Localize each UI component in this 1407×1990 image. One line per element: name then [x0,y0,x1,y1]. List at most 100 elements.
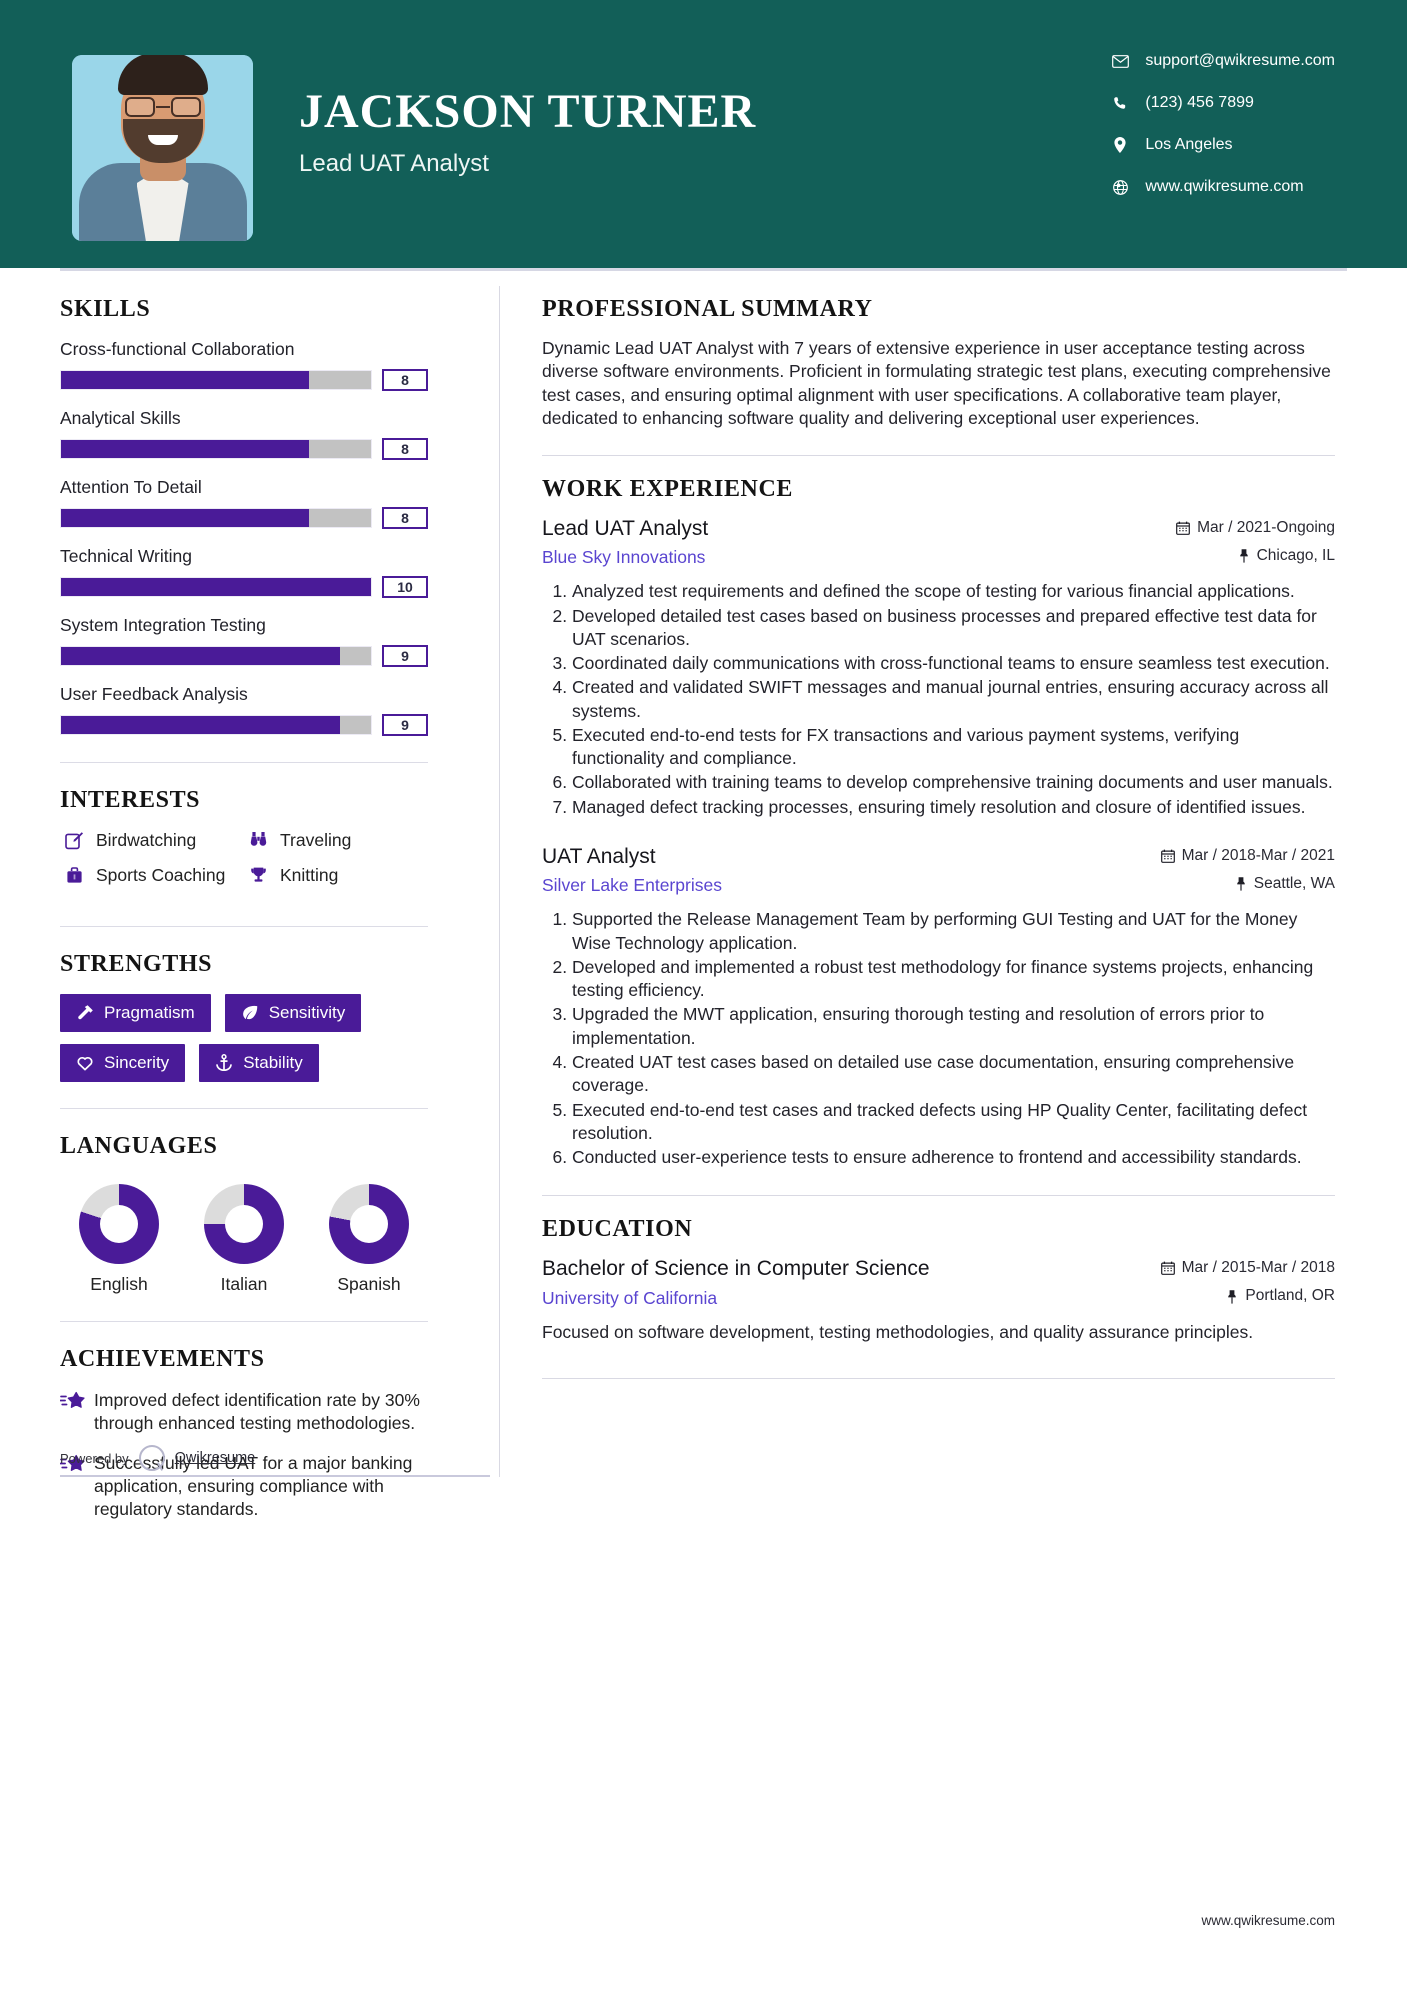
achievement-text: Successfully led UAT for a major banking… [94,1452,413,1520]
section-title-languages: LANGUAGES [60,1133,218,1159]
resume-header: JACKSON TURNER Lead UAT Analyst support@… [0,0,1407,268]
language-label: Spanish [337,1274,401,1294]
job-dates-text: Mar / 2021-Ongoing [1197,518,1335,536]
languages-list: English Italian Spanish [60,1176,428,1295]
heart-icon [76,1054,94,1072]
powered-by-brand[interactable]: Qwikresume [174,1450,256,1467]
divider [542,1195,1335,1197]
contact-email[interactable]: support@qwikresume.com [1107,52,1335,70]
sidebar: SKILLS Cross-functional Collaboration 8 An… [0,268,500,1537]
job-company[interactable]: Silver Lake Enterprises [542,875,722,896]
divider [542,454,1335,456]
binoculars-icon [244,831,272,850]
interest-label: Sports Coaching [96,865,226,885]
job-location: Seattle, WA [1235,875,1335,893]
job-location-text: Chicago, IL [1256,546,1335,564]
contact-phone-text: (123) 456 7899 [1145,94,1254,111]
job-dates: Mar / 2021-Ongoing [1176,519,1335,537]
page-title: JACKSON TURNER [299,85,757,138]
skill-score: 9 [382,714,428,736]
phone-icon [1107,96,1133,111]
language-donut-chart [204,1184,284,1264]
degree-title: Bachelor of Science in Computer Science [542,1257,930,1281]
strength-label: Sensitivity [268,1003,346,1022]
contact-location: Los Angeles [1107,136,1335,154]
main-content: PROFESSIONAL SUMMARY Dynamic Lead UAT An… [500,268,1407,1537]
globe-icon [1107,179,1133,195]
section-title-summary: PROFESSIONAL SUMMARY [542,296,873,322]
job-dates: Mar / 2018-Mar / 2021 [1160,847,1335,865]
education-dates-text: Mar / 2015-Mar / 2018 [1181,1259,1335,1277]
strength-chip: Pragmatism [60,994,211,1032]
contact-website[interactable]: www.qwikresume.com [1107,178,1335,196]
skill-score: 9 [382,645,428,667]
job-bullet: Upgraded the MWT application, ensuring t… [572,1003,1335,1050]
skill-score: 8 [382,438,428,460]
section-title-achievements: ACHIEVEMENTS [60,1346,265,1372]
job-entry: Lead UAT Analyst Mar / 2021-Ongoing Blue S… [542,517,1335,819]
job-bullet: Coordinated daily communications with cr… [572,652,1335,675]
contact-location-text: Los Angeles [1145,136,1233,153]
education-location-text: Portland, OR [1245,1287,1335,1305]
location-pin-icon [1107,137,1133,153]
language-donut-chart [329,1184,409,1264]
job-bullet: Created and validated SWIFT messages and… [572,676,1335,723]
job-location-text: Seattle, WA [1253,874,1335,892]
language-item: English [64,1184,174,1295]
work-experience-list: Lead UAT Analyst Mar / 2021-Ongoing Blue S… [542,517,1335,1170]
job-bullet: Analyzed test requirements and defined t… [572,580,1335,603]
shooting-star-icon [60,1452,94,1522]
job-bullet: Created UAT test cases based on detailed… [572,1051,1335,1098]
education-location: Portland, OR [1226,1287,1335,1305]
language-item: Spanish [314,1184,424,1295]
map-pin-icon [1226,1289,1238,1304]
powered-by[interactable]: Powered by Qwikresume [60,1445,490,1478]
skill-item: User Feedback Analysis 9 [60,684,428,736]
job-bullet: Managed defect tracking processes, ensur… [572,796,1335,819]
avatar [72,55,253,241]
skill-item: Technical Writing 10 [60,546,428,598]
skill-progress-bar [60,577,372,597]
education-description: Focused on software development, testing… [542,1321,1254,1342]
skill-label: Technical Writing [60,546,192,566]
language-label: English [90,1274,148,1294]
strength-chip: Stability [199,1044,319,1082]
job-bullet-list: Supported the Release Management Team by… [542,908,1335,1169]
footer-website-url[interactable]: www.qwikresume.com [1201,1913,1335,1928]
envelope-icon [1107,54,1133,68]
trophy-icon [244,866,272,885]
contact-list: support@qwikresume.com (123) 456 7899 Lo… [1107,52,1335,220]
strengths-list: Pragmatism Sensitivity Sincerity Stability [60,994,428,1082]
skill-score: 10 [382,576,428,598]
achievements-list: Improved defect identification rate by 3… [60,1389,428,1521]
interests-list: Birdwatching Traveling Sports Coaching Knit… [60,830,428,900]
powered-by-label: Powered by [60,1450,129,1466]
job-bullet: Developed and implemented a robust test … [572,956,1335,1003]
job-company[interactable]: Blue Sky Innovations [542,547,706,568]
language-label: Italian [220,1274,268,1294]
skill-score: 8 [382,369,428,391]
school-name[interactable]: University of California [542,1287,718,1308]
job-bullet: Collaborated with training teams to deve… [572,771,1335,794]
skill-progress-bar [60,646,372,666]
language-item: Italian [189,1184,299,1295]
footer-divider [542,1378,1335,1380]
contact-phone[interactable]: (123) 456 7899 [1107,94,1335,112]
pencil-square-icon [60,831,88,850]
skill-label: Analytical Skills [60,408,181,428]
interest-item: Sports Coaching [60,865,244,886]
education-list: Bachelor of Science in Computer Science M… [542,1257,1335,1344]
skill-label: Cross-functional Collaboration [60,339,295,359]
strength-label: Sincerity [104,1053,170,1072]
interest-item: Traveling [244,830,428,851]
job-title: Lead UAT Analyst [542,516,709,540]
interest-label: Knitting [280,865,339,885]
shooting-star-icon [60,1389,94,1436]
calendar-icon [1160,1261,1175,1276]
job-bullet: Executed end-to-end tests for FX transac… [572,724,1335,771]
job-bullet: Developed detailed test cases based on b… [572,605,1335,652]
job-entry: UAT Analyst Mar / 2018-Mar / 2021 Silver L… [542,845,1335,1169]
divider [60,1108,428,1109]
header-divider [60,268,1347,271]
education-entry: Bachelor of Science in Computer Science M… [542,1257,1335,1344]
